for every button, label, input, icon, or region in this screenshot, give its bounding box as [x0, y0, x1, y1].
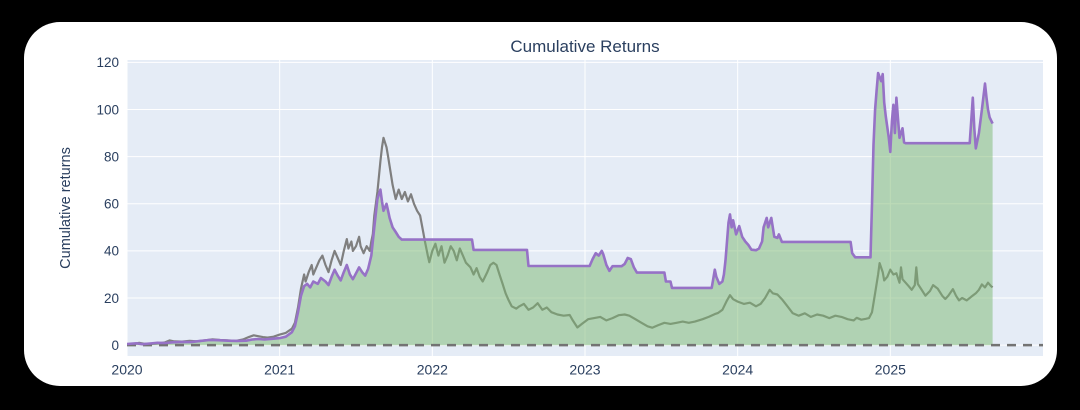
- x-tick-label: 2020: [111, 362, 142, 378]
- strategy-line: [127, 71, 994, 346]
- x-tick-label: 2021: [264, 362, 295, 378]
- y-tick-label: 20: [104, 291, 119, 306]
- strategy-fill: [127, 73, 993, 346]
- y-tick-label: 40: [104, 244, 119, 259]
- x-tick-label: 2025: [875, 362, 906, 378]
- y-tick-label: 0: [111, 338, 119, 353]
- x-tick-label: 2024: [722, 362, 753, 378]
- x-tick-label: 2023: [569, 362, 600, 378]
- y-tick-label: 60: [104, 197, 119, 212]
- y-tick-label: 100: [96, 102, 119, 117]
- y-axis-title: Cumulative returns: [58, 147, 74, 269]
- y-tick-label: 80: [104, 149, 119, 164]
- y-tick-label: 120: [96, 55, 119, 70]
- chart-card: 0 20 40 60 80 100 120 2020 2021 2022 2023 2024 2025 …: [24, 22, 1057, 386]
- x-tick-label: 2022: [417, 362, 448, 378]
- chart-title: Cumulative Returns: [510, 37, 659, 56]
